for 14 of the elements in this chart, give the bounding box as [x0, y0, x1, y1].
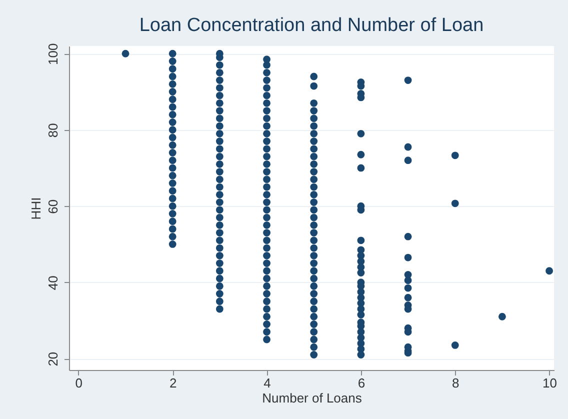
y-tick-label: 60 — [46, 199, 60, 214]
y-tick-label: 40 — [46, 276, 60, 290]
x-tick-label: 2 — [169, 376, 177, 390]
y-tick-label: 100 — [46, 43, 60, 65]
x-tick-label: 0 — [75, 376, 83, 390]
x-axis-title: Number of Loans — [262, 390, 362, 406]
x-tick-label: 10 — [542, 376, 558, 390]
x-tick-label: 8 — [452, 376, 460, 390]
y-tick-label: 20 — [46, 352, 60, 366]
y-axis-title: HHI — [28, 197, 44, 220]
x-tick-label: 4 — [264, 376, 271, 390]
y-tick-label: 80 — [46, 123, 60, 138]
x-tick-label: 6 — [358, 376, 366, 390]
chart-title: Loan Concentration and Number of Loan — [139, 14, 484, 36]
